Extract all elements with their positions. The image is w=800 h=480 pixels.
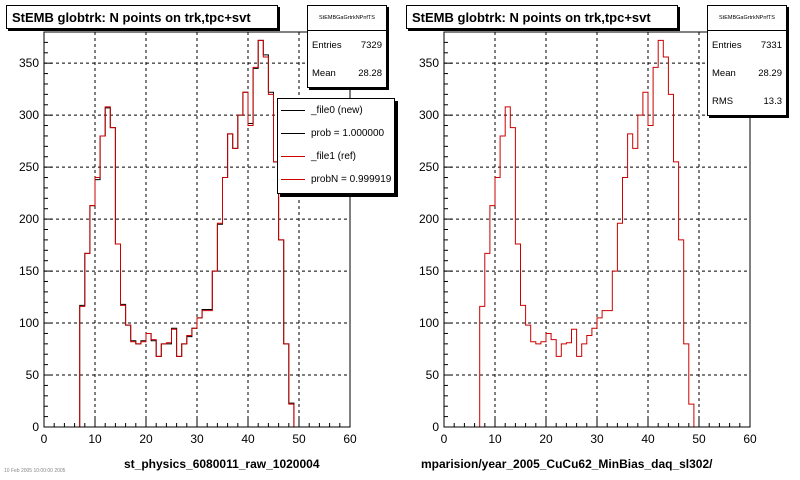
left-histogram-plot: 0 10 20 30 40 50 60 0 50 100 150 200 250 300 350 [19,31,357,446]
y-tick-label: 300 [419,108,439,122]
x-tick-label: 20 [539,432,553,446]
stats-box: StEMBGaGrtrkNPnfTS Entries 7329 Mean 28.28 [307,5,387,88]
y-tick-label: 300 [19,108,39,122]
x-tick-label: 30 [590,432,604,446]
y-tick-label: 250 [19,160,39,174]
x-tick-label: 40 [641,432,655,446]
y-tick-label: 100 [19,316,39,330]
x-tick-label: 20 [139,432,153,446]
x-axis-label: mparision/year_2005_CuCu62_MinBias_daq_s… [421,457,713,471]
x-tick-label: 10 [488,432,502,446]
right-histogram-panel: 0 10 20 30 40 50 60 0 50 100 150 200 250 300 350 StEMB… [400,0,800,480]
stats-name: StEMBGaGrtrkNPnfTS [308,6,386,31]
stats-mean-row: Mean 28.28 [312,67,382,79]
y-tick-label: 0 [32,420,39,434]
footnote: 10 Feb 2005 10:00:00 2005 [4,468,66,474]
stats-mean-row: Mean 28.29 [712,67,782,79]
left-histogram-panel: 0 10 20 30 40 50 60 0 50 100 150 200 250 300 350 StEMB… [6,5,395,471]
y-tick-label: 150 [419,264,439,278]
y-tick-label: 250 [419,160,439,174]
histogram-series-1 [444,39,750,428]
y-tick-label: 0 [432,420,439,434]
stats-mean-value: 28.29 [758,67,782,79]
x-tick-label: 50 [292,432,306,446]
legend-label-prob: prob = 1.000000 [311,128,385,139]
x-tick-label: 0 [41,432,48,446]
plot-area [444,32,750,427]
x-tick-label: 30 [190,432,204,446]
x-tick-label: 10 [88,432,102,446]
x-tick-label: 60 [343,432,357,446]
plot-area [44,32,350,427]
legend-label-file0: _file0 (new) [311,105,363,116]
histogram-series-2 [44,39,350,428]
y-tick-label: 200 [419,212,439,226]
stats-entries-row: Entries 7329 [312,39,382,51]
legend-entry-probn: probN = 0.999919 [278,168,394,191]
stats-rms-row: RMS 13.3 [712,95,783,107]
x-tick-label: 60 [743,432,757,446]
y-tick-label: 50 [26,368,40,382]
legend-entry-prob: prob = 1.000000 [278,122,394,145]
legend: _file0 (new) prob = 1.000000 _file1 (ref… [277,98,395,194]
stats-mean-value: 28.28 [358,67,382,79]
y-tick-label: 350 [419,56,439,70]
plot-frame [43,31,351,428]
y-tick-label: 150 [19,264,39,278]
right-histogram-plot: 0 10 20 30 40 50 60 0 50 100 150 200 250 300 350 [419,31,757,446]
stats-box: StEMBGaGrtrkNPnfTS Entries 7331 Mean 28.29… [707,5,787,116]
legend-label-probn: probN = 0.999919 [311,174,392,185]
chart-title: StEMB globtrk: N points on trk,tpc+svt [6,5,278,29]
x-tick-label: 0 [441,432,448,446]
y-tick-label: 200 [19,212,39,226]
stats-entries-row: Entries 7331 [712,39,782,51]
y-tick-label: 350 [19,56,39,70]
stats-entries-value: 7331 [760,39,782,51]
x-tick-label: 50 [692,432,706,446]
legend-label-file1: _file1 (ref) [311,151,357,162]
stats-name: StEMBGaGrtrkNPnfTS [708,6,786,31]
stats-entries-value: 7329 [360,39,382,51]
stats-rms-value: 13.3 [763,95,783,107]
legend-entry-file1: _file1 (ref) [278,145,394,168]
chart-title: StEMB globtrk: N points on trk,tpc+svt [406,5,678,29]
y-tick-label: 100 [419,316,439,330]
legend-entry-file0: _file0 (new) [278,99,394,122]
x-axis-label: st_physics_6080011_raw_1020004 [124,457,320,471]
plot-frame [443,31,751,428]
y-tick-label: 50 [426,368,440,382]
x-tick-label: 40 [241,432,255,446]
